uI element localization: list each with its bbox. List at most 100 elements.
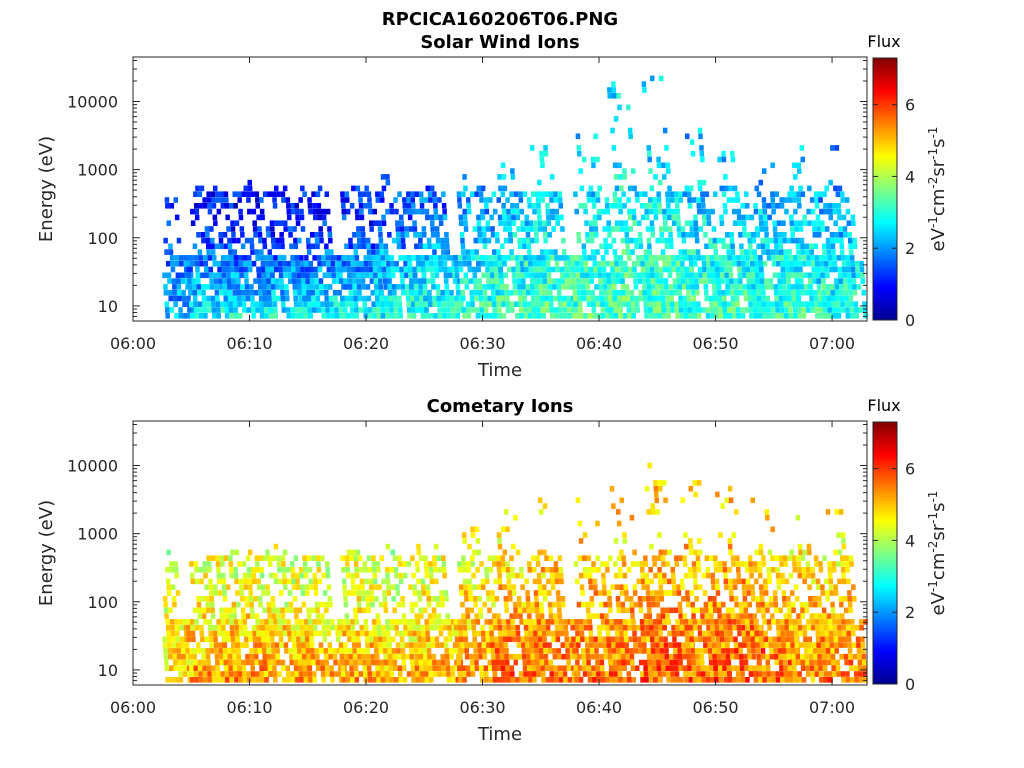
spectrogram-cell xyxy=(226,226,231,232)
spectrogram-cell xyxy=(709,307,715,313)
spectrogram-cell xyxy=(518,191,523,197)
spectrogram-cell xyxy=(371,307,377,313)
spectrogram-cell xyxy=(474,665,480,671)
spectrogram-cell xyxy=(374,596,379,602)
spectrogram-cell xyxy=(523,671,528,677)
spectrogram-cell xyxy=(774,301,780,307)
spectrogram-cell xyxy=(488,567,494,573)
spectrogram-cell xyxy=(736,255,741,261)
spectrogram-cell xyxy=(202,567,208,573)
spectrogram-cell xyxy=(375,249,381,255)
spectrogram-cell xyxy=(501,208,507,215)
spectrogram-cell xyxy=(687,307,693,313)
spectrogram-cell xyxy=(800,156,805,163)
spectrogram-cell xyxy=(315,555,321,561)
spectrogram-cell xyxy=(181,295,187,302)
spectrogram-cell xyxy=(445,665,451,671)
spectrogram-cell xyxy=(293,295,298,302)
spectrogram-cell xyxy=(409,648,414,654)
spectrogram-cell xyxy=(599,659,605,666)
spectrogram-cell xyxy=(436,659,441,666)
spectrogram-cell xyxy=(309,272,314,279)
spectrogram-cell xyxy=(273,619,278,625)
spectrogram-cell xyxy=(482,653,488,660)
spectrogram-cell xyxy=(821,243,827,250)
spectrogram-cell xyxy=(375,191,380,197)
spectrogram-cell xyxy=(746,278,751,284)
spectrogram-cell xyxy=(758,260,764,267)
spectrogram-cell xyxy=(272,203,278,209)
spectrogram-cell xyxy=(697,208,702,215)
spectrogram-cell xyxy=(378,237,384,244)
spectrogram-cell xyxy=(466,307,471,313)
spectrogram-cell xyxy=(411,619,416,625)
spectrogram-cell xyxy=(806,260,812,267)
spectrogram-cell xyxy=(383,243,389,250)
spectrogram-cell xyxy=(540,567,546,573)
spectrogram-cell xyxy=(629,237,634,244)
spectrogram-cell xyxy=(412,272,418,279)
spectrogram-cell xyxy=(175,636,181,643)
spectrogram-cell xyxy=(478,613,484,619)
spectrogram-cell xyxy=(260,630,266,637)
spectrogram-cell xyxy=(255,301,260,307)
spectrogram-cell xyxy=(637,636,642,643)
spectrogram-cell xyxy=(233,307,238,313)
spectrogram-cell xyxy=(292,642,297,648)
spectrogram-cell xyxy=(476,185,481,192)
spectrogram-cell xyxy=(778,295,784,302)
spectrogram-cell xyxy=(172,289,177,296)
spectrogram-cell xyxy=(443,266,448,273)
spectrogram-cell xyxy=(600,301,605,307)
spectrogram-cell xyxy=(712,295,718,302)
spectrogram-cell xyxy=(523,624,529,631)
spectrogram-cell xyxy=(317,266,323,273)
spectrogram-cell xyxy=(206,665,212,671)
spectrogram-cell xyxy=(494,596,500,602)
spectrogram-cell xyxy=(546,272,552,279)
spectrogram-cell xyxy=(584,636,589,643)
spectrogram-cell xyxy=(242,307,247,313)
spectrogram-cell xyxy=(633,284,639,290)
spectrogram-cell xyxy=(316,255,322,261)
spectrogram-cell xyxy=(552,284,557,290)
spectrogram-cell xyxy=(476,584,482,590)
spectrogram-cell xyxy=(771,255,776,261)
spectrogram-cell xyxy=(698,133,703,140)
spectrogram-cell xyxy=(363,255,368,261)
spectrogram-cell xyxy=(302,295,307,302)
spectrogram-cell xyxy=(390,549,395,556)
spectrogram-cell xyxy=(462,578,468,585)
spectrogram-cell xyxy=(173,197,178,203)
spectrogram-cell xyxy=(522,295,527,302)
spectrogram-cell xyxy=(263,671,269,677)
spectrogram-cell xyxy=(280,659,286,666)
spectrogram-cell xyxy=(414,301,420,307)
spectrogram-cell xyxy=(333,295,338,302)
spectrogram-cell xyxy=(418,653,423,660)
spectrogram-cell xyxy=(536,307,541,313)
spectrogram-cell xyxy=(594,653,600,660)
spectrogram-cell xyxy=(670,301,675,307)
spectrogram-cell xyxy=(761,295,767,302)
spectrogram-cell xyxy=(344,613,350,619)
spectrogram-cell xyxy=(657,203,662,209)
spectrogram-cell xyxy=(689,220,694,226)
spectrogram-cell xyxy=(477,226,482,232)
spectrogram-cell xyxy=(315,613,321,619)
spectrogram-cell xyxy=(495,289,500,296)
spectrogram-cell xyxy=(771,313,776,319)
spectrogram-cell xyxy=(598,590,603,596)
spectrogram-cell xyxy=(504,653,509,660)
spectrogram-cell xyxy=(324,659,329,666)
spectrogram-cell xyxy=(340,295,345,302)
spectrogram-cell xyxy=(831,301,837,307)
spectrogram-cell xyxy=(351,636,356,643)
spectrogram-cell xyxy=(397,301,403,307)
spectrogram-cell xyxy=(798,266,803,273)
spectrogram-cell xyxy=(470,532,476,538)
spectrogram-cell xyxy=(717,156,722,163)
spectrogram-cell xyxy=(485,636,491,643)
spectrogram-cell xyxy=(543,237,548,244)
spectrogram-cell xyxy=(686,289,691,296)
